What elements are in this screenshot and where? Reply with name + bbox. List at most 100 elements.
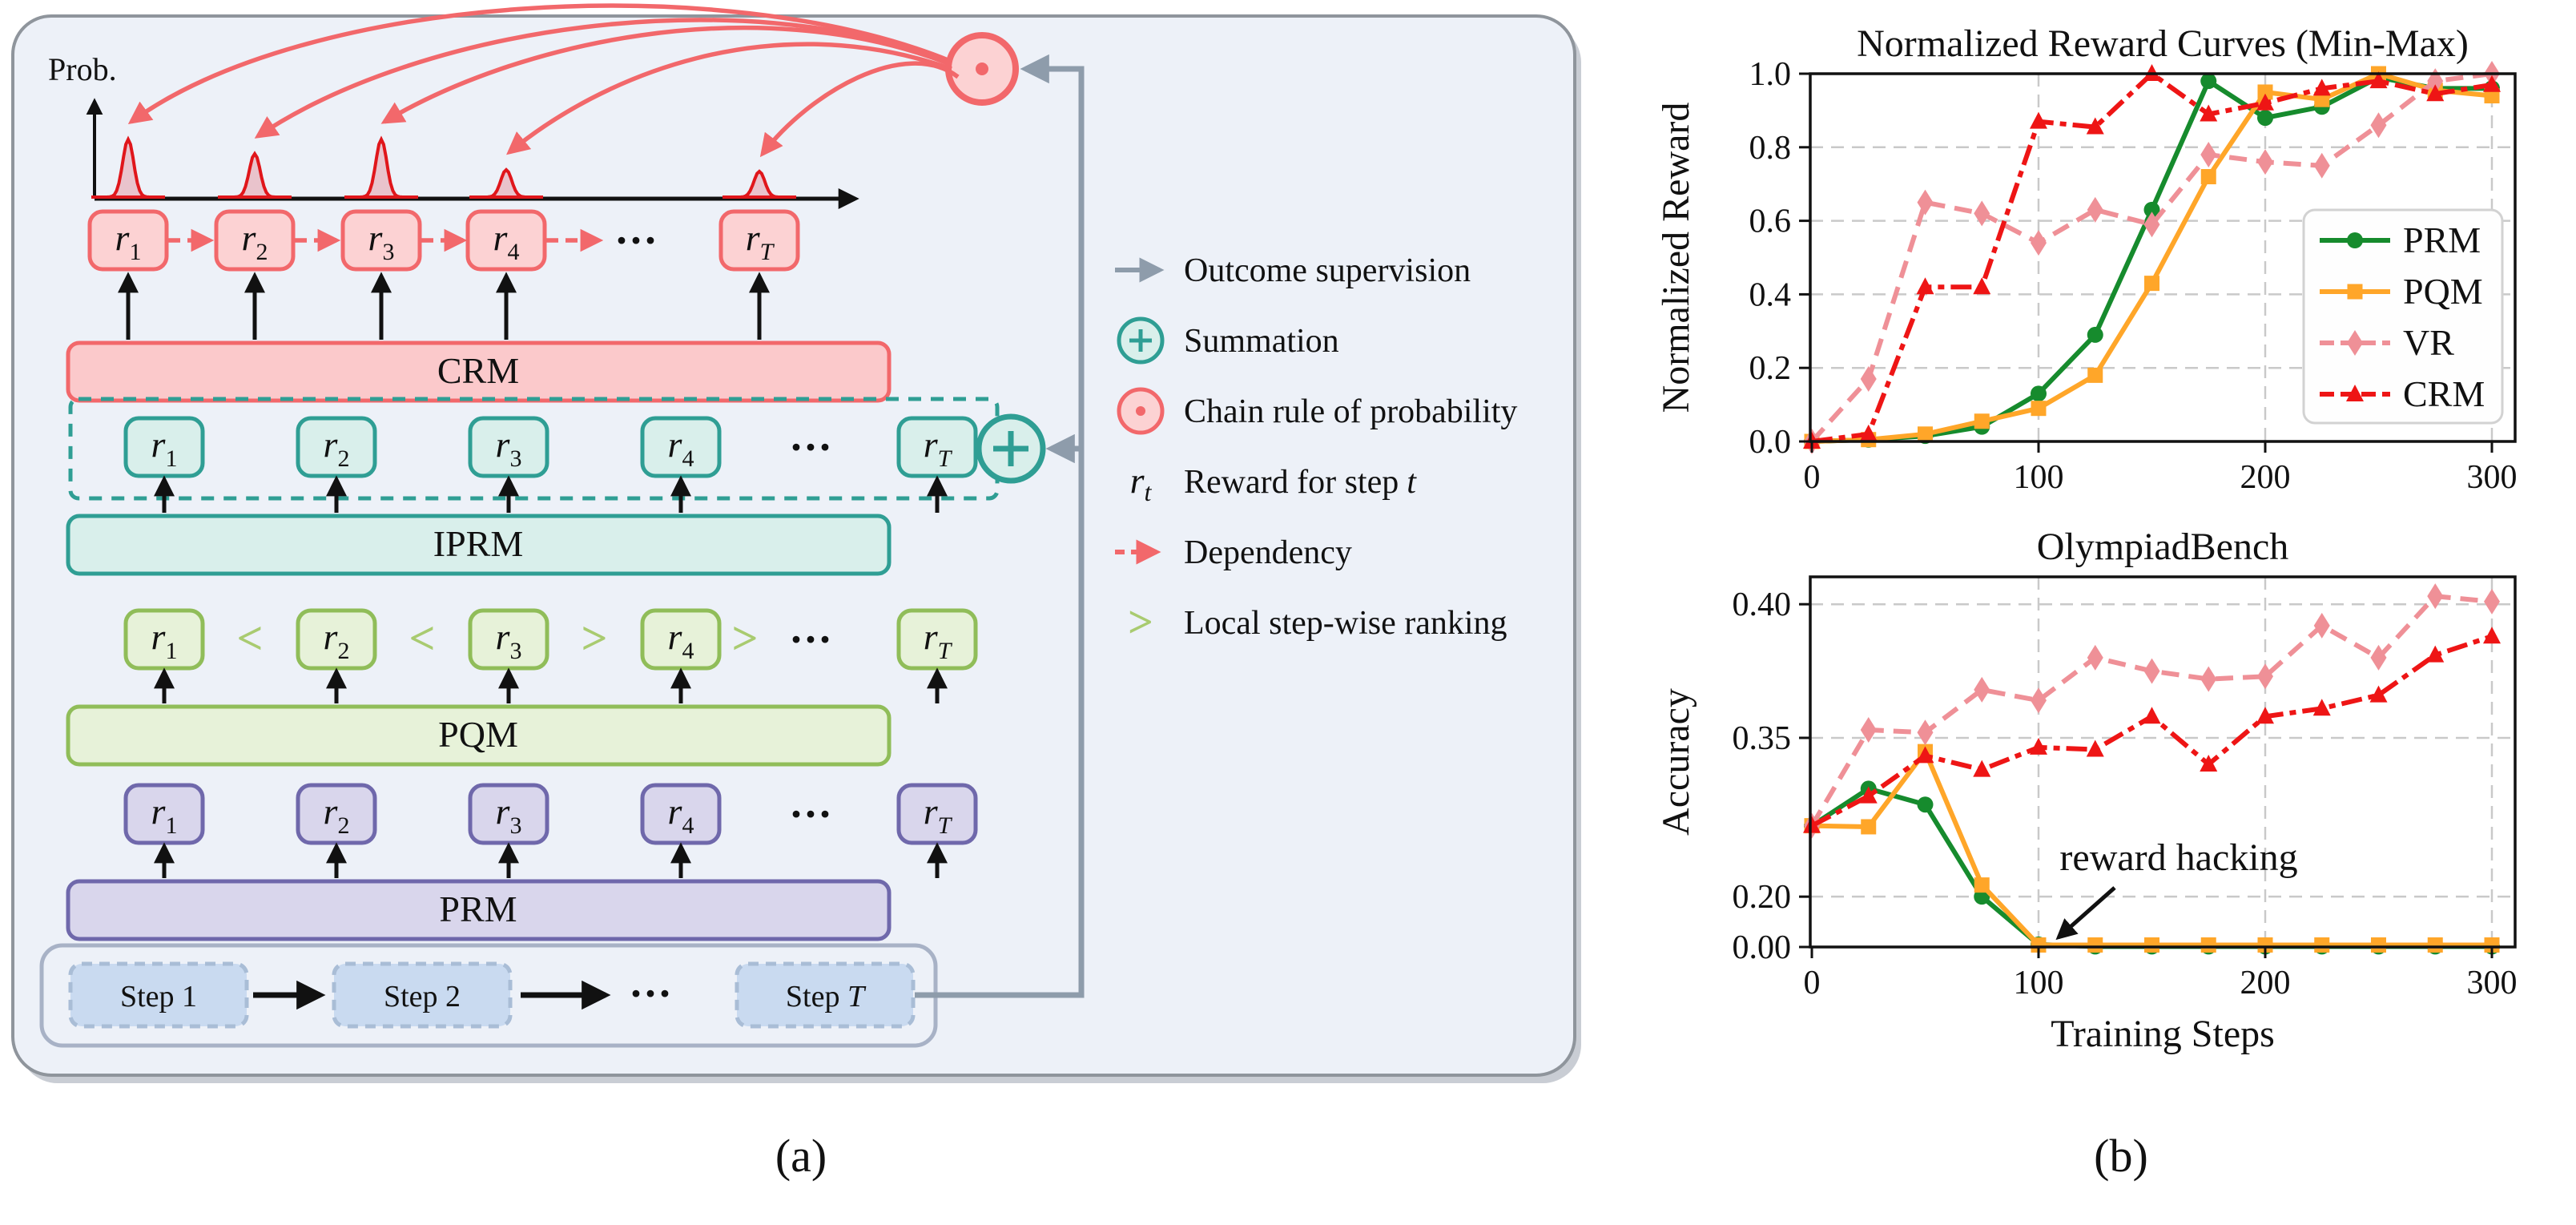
y-axis-label: Accuracy (1655, 688, 1697, 836)
series-markers-vr (1804, 61, 2500, 454)
step-box-2 (332, 961, 513, 1029)
ranking-comparator: > (731, 612, 758, 664)
y-tick-label: 1.0 (1749, 56, 1792, 93)
probability-peak-5 (722, 169, 796, 199)
reward-box-crm-4 (465, 209, 547, 272)
x-tick-label: 0 (1804, 965, 1821, 1001)
step-box-label: Step 1 (120, 980, 197, 1013)
y-tick-label: 0.4 (1749, 276, 1792, 313)
reward-box-label: r2 (242, 217, 268, 265)
reward-box-label: r1 (151, 791, 178, 839)
reward-box-crm-3 (340, 209, 422, 272)
reward-box-label: r1 (115, 217, 142, 265)
x-axis-label: Training Steps (2051, 1013, 2275, 1055)
ranking-comparator: > (581, 612, 607, 664)
ellipsis-steps-row: ··· (629, 969, 672, 1017)
reward-box-label: rT (924, 424, 953, 472)
chain-rule-arrow-5 (759, 61, 960, 158)
series-markers-pqm (1804, 66, 2500, 449)
legend-item-label: Outcome supervision (1184, 252, 1471, 289)
caption-b: (b) (2094, 1130, 2148, 1182)
reward-box-label: r4 (668, 424, 694, 472)
chart-title: OlympiadBench (2037, 526, 2289, 568)
legend-series-label: VR (2403, 322, 2454, 363)
series-markers-pqm (1804, 743, 2500, 953)
y-tick-label: 0.8 (1749, 130, 1792, 167)
legend-series-label: PQM (2403, 271, 2483, 312)
y-tick-label: 0.2 (1749, 350, 1792, 387)
reward-box-label: rT (746, 217, 775, 265)
chart-legend-box (2302, 208, 2504, 425)
model-bar-label-prm: PRM (439, 889, 517, 929)
x-tick-label: 200 (2240, 459, 2291, 496)
ellipsis-prm-row: ··· (789, 790, 832, 838)
x-tick-label: 300 (2467, 459, 2518, 496)
y-tick-label: 0.6 (1749, 203, 1792, 240)
reward-box-crm-T (718, 209, 800, 272)
reward-box-label: r1 (151, 616, 178, 664)
y-axis-label: Normalized Reward (1655, 103, 1697, 413)
probability-peak-4 (469, 167, 543, 199)
chart-title: Normalized Reward Curves (Min-Max) (1857, 22, 2469, 65)
model-bar-pqm (66, 704, 892, 767)
chain-rule-arrow-3 (380, 25, 951, 124)
chain-rule-arrow-4 (506, 42, 952, 155)
ellipsis-iprm-row: ··· (789, 423, 832, 471)
annotation-arrow (2055, 886, 2116, 941)
reward-box-label: r3 (496, 424, 522, 472)
model-bar-iprm (66, 514, 892, 576)
probability-peak-2 (218, 151, 292, 199)
x-tick-label: 300 (2467, 965, 2518, 1001)
ranking-icon: > (1128, 598, 1153, 647)
x-tick-label: 100 (2014, 965, 2064, 1001)
ranking-comparator: < (409, 612, 435, 664)
model-bar-prm (66, 879, 892, 941)
chain-rule-arrow-2 (254, 18, 952, 139)
x-tick-label: 200 (2240, 965, 2291, 1001)
legend-series-label: PRM (2403, 220, 2481, 260)
chain-rule-arrow-1 (127, 3, 952, 125)
y-tick-label: 0.00 (1733, 929, 1792, 966)
x-tick-label: 0 (1804, 459, 1821, 496)
reward-box-label: r3 (496, 616, 522, 664)
probability-peak-1 (91, 135, 165, 199)
chain-rule-icon-dot (1136, 406, 1145, 416)
legend-series-label: CRM (2403, 373, 2485, 414)
reward-box-label: r3 (496, 791, 522, 839)
step-box-4 (735, 961, 916, 1029)
caption-a: (a) (775, 1130, 827, 1182)
reward-box-label: r2 (324, 791, 350, 839)
model-bar-label-pqm: PQM (438, 714, 518, 755)
model-bar-label-iprm: IPRM (433, 523, 523, 564)
y-tick-label: 0.20 (1733, 879, 1792, 916)
model-bar-crm (66, 341, 892, 403)
x-tick-label: 100 (2014, 459, 2064, 496)
y-tick-label: 0.40 (1733, 586, 1792, 623)
ellipsis-crm-row: ··· (614, 216, 658, 264)
ellipsis-pqm-row: ··· (789, 615, 832, 663)
plot-frame (1809, 72, 2517, 443)
reward-box-label: r2 (324, 424, 350, 472)
reward-box-crm-2 (214, 209, 296, 272)
legend-item-label: Reward for step t (1184, 464, 1417, 501)
reward-box-label: r4 (668, 616, 694, 664)
reward-box-label: r3 (368, 217, 395, 265)
step-box-label: Step 2 (384, 980, 461, 1013)
chart-normalized-reward: 0 100 200 300 0.0 0.2 0.4 0.6 0.8 1.0 Normalized R… (1655, 22, 2518, 496)
legend-item-label: Dependency (1184, 534, 1352, 571)
y-tick-label: 0.35 (1733, 720, 1792, 757)
legend-item-label: Local step-wise ranking (1184, 605, 1507, 642)
step-box-label: Step T (786, 980, 867, 1013)
reward-box-label: r4 (493, 217, 520, 265)
chain-rule-node-dot (976, 62, 988, 75)
outcome-supervision-path (915, 54, 1085, 998)
y-tick-label: 0.0 (1749, 424, 1792, 461)
reward-box-label: rT (924, 791, 953, 839)
series-markers-crm (1803, 627, 2501, 833)
ranking-comparator: < (236, 612, 263, 664)
series-markers-vr (1804, 583, 2500, 839)
step-box-1 (68, 961, 249, 1029)
probability-peak-3 (344, 135, 418, 199)
